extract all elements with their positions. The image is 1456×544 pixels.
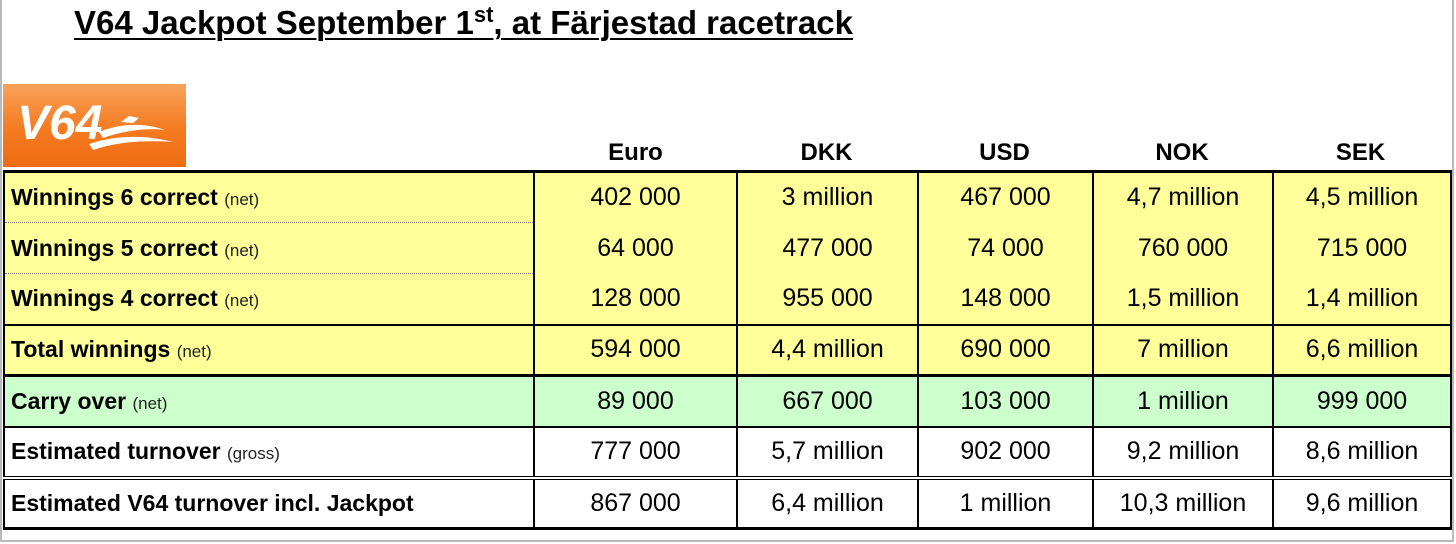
cell-euro: 89 000 (533, 375, 738, 428)
cell-sek: 715 000 (1272, 222, 1452, 274)
cell-nok: 7 million (1092, 324, 1274, 377)
row-label: Estimated V64 turnover incl. Jackpot (3, 477, 535, 530)
cell-sek: 8,6 million (1272, 426, 1452, 480)
row-label: Winnings 5 correct (net) (3, 222, 535, 274)
cell-nok: 1,5 million (1092, 273, 1274, 326)
cell-usd: 1 million (917, 477, 1094, 530)
cell-nok: 4,7 million (1092, 170, 1274, 223)
horse-trotter-logo-icon: V64 (3, 84, 186, 167)
row-label: Carry over (net) (3, 375, 535, 428)
table-row: Carry over (net) 89 000 667 000 103 000 … (3, 375, 1452, 428)
cell-nok: 10,3 million (1092, 477, 1274, 530)
v64-logo: V64 (3, 84, 186, 167)
cell-sek: 9,6 million (1272, 477, 1452, 530)
cell-euro: 594 000 (533, 324, 738, 377)
cell-usd: 690 000 (917, 324, 1094, 377)
cell-euro: 64 000 (533, 222, 738, 274)
jackpot-table: Winnings 6 correct (net) 402 000 3 milli… (3, 170, 1452, 530)
column-header-nok: NOK (1155, 139, 1209, 166)
cell-sek: 6,6 million (1272, 324, 1452, 377)
table-row: Estimated turnover (gross) 777 000 5,7 m… (3, 426, 1452, 480)
row-label: Estimated turnover (gross) (3, 426, 535, 480)
column-header-dkk: DKK (800, 139, 853, 166)
cell-dkk: 6,4 million (736, 477, 919, 530)
cell-usd: 148 000 (917, 273, 1094, 326)
row-label: Total winnings (net) (3, 324, 535, 377)
svg-text:V64: V64 (17, 97, 102, 150)
cell-dkk: 477 000 (736, 222, 919, 274)
table-row: Total winnings (net) 594 000 4,4 million… (3, 324, 1452, 377)
cell-euro: 777 000 (533, 426, 738, 480)
row-label: Winnings 4 correct (net) (3, 273, 535, 326)
table-row: Winnings 5 correct (net) 64 000 477 000 … (3, 222, 1452, 274)
cell-usd: 74 000 (917, 222, 1094, 274)
cell-nok: 760 000 (1092, 222, 1274, 274)
cell-usd: 103 000 (917, 375, 1094, 428)
table-row: Winnings 4 correct (net) 128 000 955 000… (3, 273, 1452, 326)
column-header-euro: Euro (608, 139, 663, 166)
column-header-sek: SEK (1335, 139, 1386, 166)
cell-sek: 4,5 million (1272, 170, 1452, 223)
cell-sek: 1,4 million (1272, 273, 1452, 326)
table-row: Winnings 6 correct (net) 402 000 3 milli… (3, 170, 1452, 223)
cell-usd: 467 000 (917, 170, 1094, 223)
cell-sek: 999 000 (1272, 375, 1452, 428)
column-header-usd: USD (979, 139, 1030, 166)
cell-dkk: 5,7 million (736, 426, 919, 480)
cell-dkk: 955 000 (736, 273, 919, 326)
cell-usd: 902 000 (917, 426, 1094, 480)
cell-dkk: 4,4 million (736, 324, 919, 377)
cell-euro: 402 000 (533, 170, 738, 223)
cell-dkk: 667 000 (736, 375, 919, 428)
cell-nok: 9,2 million (1092, 426, 1274, 480)
cell-euro: 867 000 (533, 477, 738, 530)
cell-nok: 1 million (1092, 375, 1274, 428)
row-label: Winnings 6 correct (net) (3, 170, 535, 223)
page-title: V64 Jackpot September 1st, at Färjestad … (74, 2, 853, 41)
cell-dkk: 3 million (736, 170, 919, 223)
cell-euro: 128 000 (533, 273, 738, 326)
table-row: Estimated V64 turnover incl. Jackpot 867… (3, 477, 1452, 530)
